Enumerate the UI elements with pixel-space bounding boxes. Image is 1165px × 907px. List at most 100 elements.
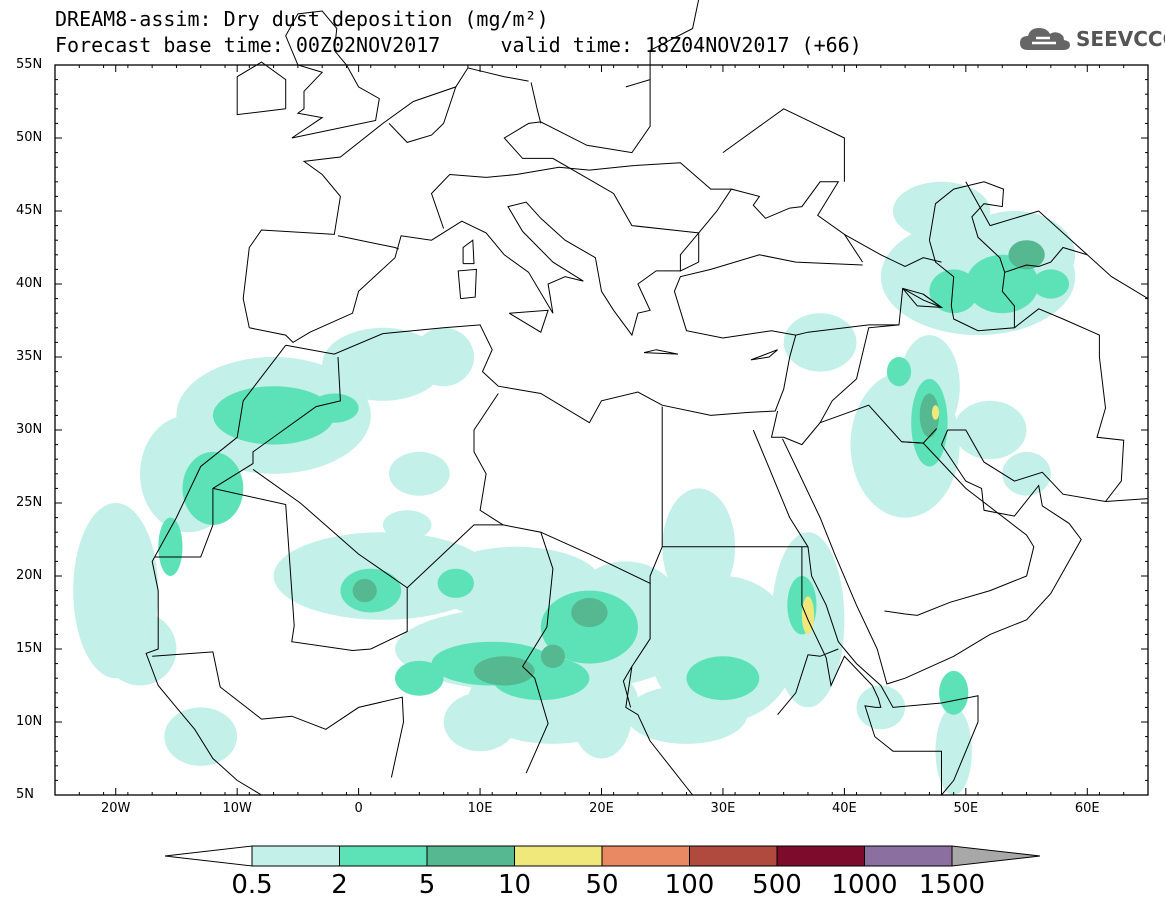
lon-label: 50E bbox=[953, 801, 979, 816]
logo-text: SEEVCCC bbox=[1076, 27, 1165, 51]
dust-contour-38 bbox=[686, 656, 760, 701]
colorbar-under-triangle bbox=[164, 845, 253, 867]
colorbar-label: 500 bbox=[752, 870, 802, 900]
lon-label: 60E bbox=[1074, 801, 1100, 816]
dust-contour-25 bbox=[953, 400, 1027, 460]
dust-contour-54 bbox=[801, 596, 815, 635]
coast-border-line-25 bbox=[622, 666, 633, 708]
lat-label: 25N bbox=[16, 495, 43, 510]
colorbar-over-triangle bbox=[951, 845, 1041, 867]
dust-contour-4 bbox=[413, 327, 474, 387]
dust-contour-27 bbox=[443, 692, 517, 752]
colorbar-segment-4 bbox=[601, 845, 690, 867]
dust-contour-46 bbox=[310, 393, 359, 423]
lat-label: 40N bbox=[16, 276, 43, 291]
colorbar-segment-0 bbox=[251, 845, 340, 867]
colorbar-segment-1 bbox=[339, 845, 428, 867]
lat-label: 20N bbox=[16, 568, 43, 583]
coast-border-line-43 bbox=[1014, 308, 1125, 502]
dust-contour-21 bbox=[935, 707, 972, 795]
coast-border-line-34 bbox=[337, 235, 399, 250]
seevccc-logo: SEEVCCC bbox=[1018, 24, 1165, 54]
lon-label: 10E bbox=[467, 801, 493, 816]
lat-label: 10N bbox=[16, 714, 43, 729]
coast-border-line-33 bbox=[503, 79, 700, 272]
coast-border-line-19 bbox=[406, 524, 554, 774]
coast-border-line-20 bbox=[473, 393, 504, 526]
dust-contour-50 bbox=[571, 597, 608, 628]
colorbar-label: 50 bbox=[585, 870, 619, 900]
coast-border-line-26 bbox=[770, 324, 900, 446]
dust-contour-28 bbox=[571, 670, 632, 759]
dust-contour-13 bbox=[625, 685, 748, 744]
dust-contour-23 bbox=[164, 707, 238, 766]
dust-contour-44 bbox=[929, 269, 978, 314]
coast-border-line-2 bbox=[752, 429, 979, 796]
colorbar-label: 5 bbox=[418, 870, 436, 900]
lat-label: 15N bbox=[16, 641, 43, 656]
coast-border-line-36 bbox=[388, 86, 457, 143]
axis-ticks bbox=[54, 64, 1149, 796]
coast-border-line-30 bbox=[801, 546, 873, 688]
dust-contour-53 bbox=[1008, 240, 1045, 270]
coast-border-line-45 bbox=[965, 181, 1088, 256]
chart-subtitle: Forecast base time: 00Z02NOV2017 valid t… bbox=[55, 33, 862, 57]
coast-border-line-18 bbox=[152, 651, 405, 778]
coast-border-line-12 bbox=[643, 349, 679, 355]
dust-contour-47 bbox=[395, 660, 444, 696]
dust-contour-42 bbox=[939, 670, 969, 715]
coast-border-line-23 bbox=[625, 583, 651, 742]
coast-border-line-39 bbox=[722, 108, 845, 182]
coast-border-line-32 bbox=[777, 648, 839, 716]
colorbar-label: 2 bbox=[331, 870, 348, 900]
dust-contour-52 bbox=[919, 393, 940, 438]
coast-border-line-35 bbox=[430, 162, 732, 229]
cloud-icon bbox=[1020, 28, 1070, 50]
coast-border-line-0 bbox=[145, 344, 287, 796]
coast-border-line-16 bbox=[154, 356, 341, 558]
coast-border-line-9 bbox=[457, 268, 477, 300]
dust-contour-48 bbox=[352, 578, 377, 603]
lon-label: 40E bbox=[831, 801, 857, 816]
colorbar-label: 1500 bbox=[918, 870, 986, 900]
coast-border-line-40 bbox=[844, 233, 942, 268]
dust-contour-24 bbox=[382, 510, 432, 540]
dust-contour-32 bbox=[158, 517, 183, 576]
lat-label: 5N bbox=[16, 787, 34, 802]
colorbar-label: 0.5 bbox=[231, 870, 273, 900]
coast-border-line-4 bbox=[947, 429, 1149, 503]
coast-border-line-24 bbox=[649, 740, 693, 796]
coast-border-line-17 bbox=[212, 468, 408, 652]
coast-border-line-13 bbox=[750, 349, 778, 361]
dust-contour-43 bbox=[965, 254, 1039, 314]
coast-border-line-1 bbox=[285, 254, 863, 424]
dust-contour-41 bbox=[886, 357, 912, 387]
lon-label: 20W bbox=[101, 801, 131, 816]
coast-border-line-41 bbox=[902, 287, 942, 308]
lat-label: 55N bbox=[16, 57, 43, 72]
dust-contour-34 bbox=[437, 568, 474, 598]
lon-label: 30E bbox=[710, 801, 736, 816]
dust-contour-29 bbox=[783, 313, 857, 372]
dust-contour-18 bbox=[892, 181, 991, 241]
coast-border-line-37 bbox=[530, 82, 542, 124]
colorbar-segment-5 bbox=[689, 845, 778, 867]
colorbar-label: 1000 bbox=[831, 870, 898, 900]
lat-label: 50N bbox=[16, 130, 43, 145]
coast-border-line-44 bbox=[902, 288, 944, 309]
coast-border-line-29 bbox=[884, 441, 1035, 616]
lat-label: 45N bbox=[16, 203, 43, 218]
coast-border-line-21 bbox=[540, 406, 663, 585]
coast-border-line-3 bbox=[782, 429, 1082, 685]
chart-title: DREAM8-assim: Dry dust deposition (mg/m²… bbox=[55, 7, 549, 31]
dust-contour-49 bbox=[473, 656, 535, 686]
coast-border-line-14 bbox=[285, 10, 380, 139]
lon-label: 10W bbox=[222, 801, 252, 816]
coast-border-line-8 bbox=[928, 181, 1015, 332]
colorbar-segment-2 bbox=[426, 845, 515, 867]
lon-label: 0 bbox=[354, 801, 363, 816]
colorbar-segment-7 bbox=[864, 845, 953, 867]
lon-label: 20E bbox=[589, 801, 614, 816]
